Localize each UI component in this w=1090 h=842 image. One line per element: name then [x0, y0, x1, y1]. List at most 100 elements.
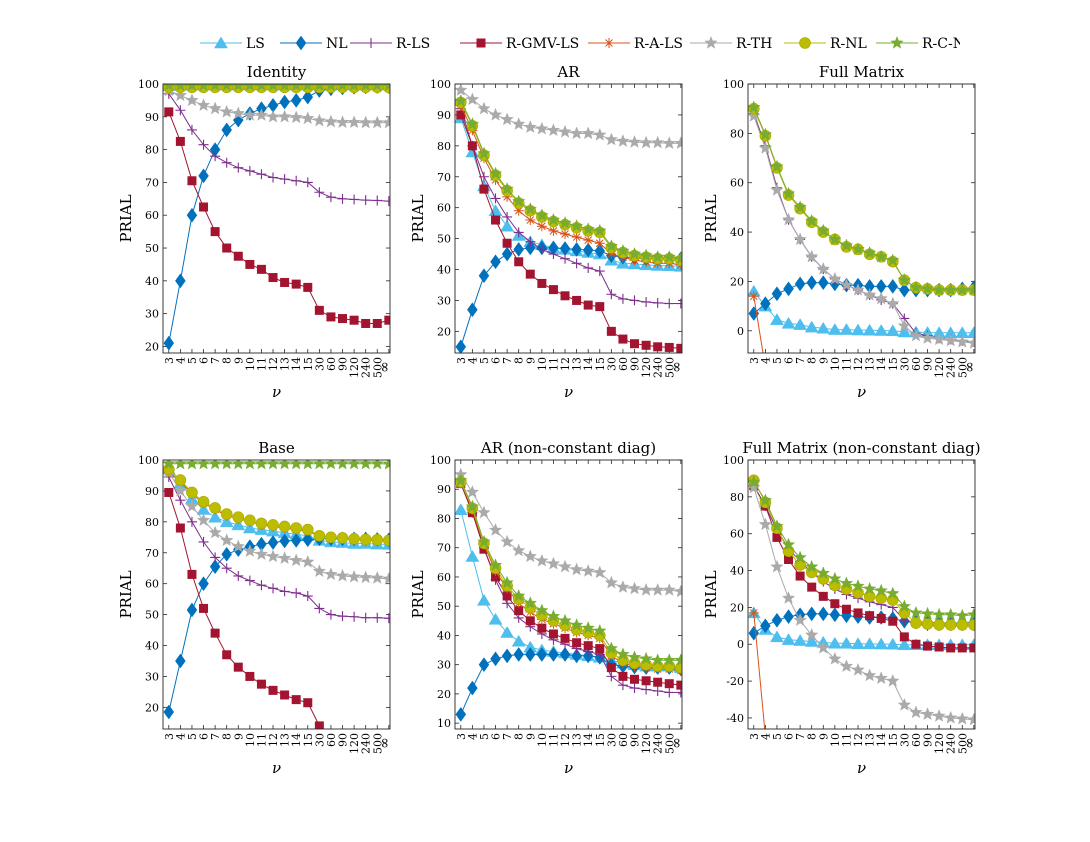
series-r-nl — [455, 476, 682, 674]
data-point — [301, 111, 315, 125]
data-point — [748, 480, 761, 494]
x-tick-label: 11 — [255, 733, 268, 747]
series-ls — [455, 111, 682, 272]
data-point — [761, 474, 770, 483]
series-line — [753, 487, 974, 721]
data-point — [501, 648, 513, 664]
data-point — [885, 324, 900, 337]
series-r-th — [455, 467, 682, 598]
data-point — [324, 114, 338, 128]
data-point — [572, 638, 582, 648]
data-point — [795, 571, 805, 581]
data-point — [465, 499, 480, 513]
data-point — [865, 611, 875, 621]
data-point — [627, 135, 642, 148]
data-point — [537, 623, 547, 633]
data-point — [465, 549, 480, 562]
data-point — [524, 240, 536, 256]
data-point — [558, 559, 572, 573]
data-point — [839, 636, 854, 649]
axes-frame — [747, 459, 976, 730]
x-tick-label: 15 — [594, 357, 607, 371]
data-point — [175, 105, 186, 116]
data-point — [816, 262, 831, 275]
data-point — [359, 533, 372, 546]
data-point — [771, 612, 783, 628]
y-tick-label: 80 — [145, 516, 159, 529]
data-point — [477, 146, 491, 160]
data-point — [279, 533, 290, 549]
data-point — [804, 627, 819, 641]
data-point — [851, 637, 865, 649]
x-tick-label: 11 — [547, 733, 560, 747]
plot-area — [748, 100, 975, 484]
x-tick-label: ∞ — [669, 737, 685, 749]
data-point — [349, 315, 359, 325]
x-axis-label: ν — [272, 383, 281, 401]
data-point — [888, 474, 898, 484]
data-point — [897, 599, 912, 613]
series-r-nl — [748, 102, 975, 296]
data-point — [664, 298, 675, 309]
data-point — [955, 711, 969, 725]
data-point — [231, 460, 246, 470]
data-point — [335, 568, 350, 582]
data-point — [455, 473, 468, 487]
data-point — [478, 657, 490, 673]
data-point — [455, 84, 468, 96]
data-point — [535, 121, 549, 135]
legend-label: R-A-LS — [634, 36, 683, 52]
data-point — [303, 282, 313, 292]
data-point — [465, 117, 480, 130]
chart-title: Full Matrix (non-constant diag) — [742, 439, 980, 457]
data-point — [676, 680, 682, 690]
data-point — [793, 318, 808, 330]
y-tick-label: 20 — [730, 275, 744, 288]
axes-frame — [454, 83, 683, 354]
data-point — [748, 475, 761, 488]
y-tick-label: 100 — [723, 78, 744, 91]
data-point — [371, 84, 383, 92]
data-point — [268, 273, 278, 283]
data-point — [501, 246, 513, 262]
data-point — [186, 516, 197, 527]
data-point — [793, 613, 807, 627]
x-tick-label: 500 — [663, 357, 676, 378]
data-point — [175, 136, 185, 146]
data-point — [748, 625, 760, 641]
x-tick-label: 14 — [875, 357, 888, 371]
x-tick-label: 4 — [759, 357, 772, 364]
data-point — [862, 323, 877, 336]
data-point — [210, 628, 220, 638]
data-point — [920, 707, 935, 720]
data-point — [548, 285, 558, 295]
data-point — [525, 616, 535, 626]
y-tick-label: 50 — [437, 600, 451, 613]
x-tick-label: 14 — [875, 733, 888, 747]
x-tick-label: 120 — [348, 357, 361, 378]
y-tick-label: 20 — [437, 688, 451, 701]
y-tick-label: 60 — [437, 202, 451, 215]
data-point — [198, 536, 209, 547]
data-point — [851, 283, 865, 296]
data-point — [652, 685, 663, 696]
data-point — [854, 474, 863, 483]
data-point — [796, 474, 805, 483]
data-point — [876, 474, 886, 484]
y-tick-label: 90 — [437, 109, 451, 122]
data-point — [324, 460, 338, 470]
data-point — [314, 721, 324, 729]
data-point — [210, 151, 221, 162]
data-point — [173, 460, 188, 470]
data-point — [583, 300, 593, 310]
data-point — [221, 122, 233, 138]
y-tick-label: 50 — [145, 242, 159, 255]
data-point — [465, 485, 480, 498]
data-point — [467, 141, 477, 151]
data-point — [198, 139, 209, 150]
series-line — [753, 113, 974, 343]
data-point — [244, 514, 256, 527]
data-point — [784, 474, 793, 483]
data-point — [760, 618, 771, 634]
data-point — [511, 543, 526, 557]
